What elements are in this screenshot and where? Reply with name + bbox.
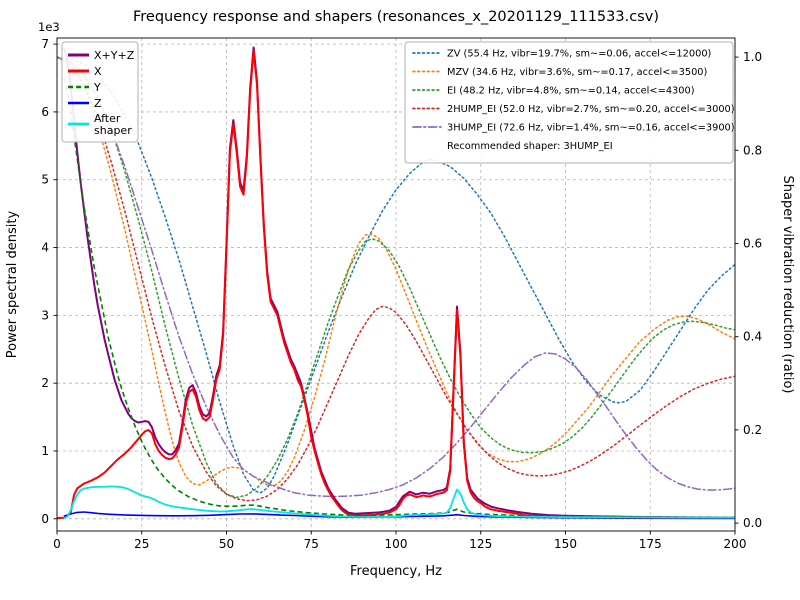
x-tick-label: 125 [469, 537, 492, 551]
x-axis-label: Frequency, Hz [350, 564, 442, 579]
legend-left-label: Z [94, 97, 102, 110]
x-tick-label: 0 [53, 537, 61, 551]
x-tick-label: 50 [219, 537, 234, 551]
legend-left-label: After [94, 112, 121, 125]
series-X-line [57, 49, 735, 520]
y-left-tick-label: 2 [41, 376, 49, 390]
legend-left-label: X [94, 65, 102, 78]
legend-right-box [404, 41, 734, 164]
y-right-tick-label: 1.0 [743, 50, 762, 64]
y-left-offset-label: 1e3 [38, 20, 60, 34]
series-2HUMP_EI-line [57, 56, 735, 502]
y-left-tick-label: 7 [41, 37, 49, 51]
y-right-tick-label: 0.6 [743, 236, 762, 250]
y-left-tick-label: 1 [41, 444, 49, 458]
legend-left-label: Y [93, 81, 101, 94]
y-left-tick-label: 0 [41, 512, 49, 526]
legend-left-label: shaper [94, 124, 132, 137]
y-left-axis-label: Power spectral density [5, 210, 20, 358]
y-right-tick-label: 0.4 [743, 330, 762, 344]
x-tick-label: 175 [639, 537, 662, 551]
chart-title: Frequency response and shapers (resonanc… [133, 9, 659, 25]
series-3HUMP_EI-line [57, 56, 735, 498]
series-ZV-line [57, 56, 735, 494]
y-right-tick-label: 0.8 [743, 143, 762, 157]
x-tick-label: 75 [304, 537, 319, 551]
x-tick-label: 25 [134, 537, 149, 551]
legend-left-label: X+Y+Z [94, 49, 135, 62]
legend-right-label: MZV (34.6 Hz, vibr=3.6%, sm~=0.17, accel… [447, 67, 707, 78]
y-left-tick-label: 3 [41, 308, 49, 322]
y-left-tick-label: 5 [41, 173, 49, 187]
legend-right-label: 3HUMP_EI (72.6 Hz, vibr=1.4%, sm~=0.16, … [447, 123, 735, 134]
legend-right-label: EI (48.2 Hz, vibr=4.8%, sm~=0.14, accel<… [447, 86, 695, 97]
series-Y-line [63, 77, 735, 519]
x-tick-label: 150 [554, 537, 577, 551]
legend-right-label: 2HUMP_EI (52.0 Hz, vibr=2.7%, sm~=0.20, … [447, 104, 735, 115]
series-MZV-line [57, 56, 735, 487]
series-After-shaper-line [63, 485, 735, 519]
legend-recommended-note: Recommended shaper: 3HUMP_EI [447, 141, 613, 152]
x-tick-label: 200 [724, 537, 747, 551]
x-tick-label: 100 [385, 537, 408, 551]
curves [57, 46, 735, 520]
legend-right: ZV (55.4 Hz, vibr=19.7%, sm~=0.06, accel… [404, 41, 735, 164]
legend-left-box [61, 41, 139, 143]
axis-ticks: 0 25 50 75 100 125 150 175 200 0 1 2 3 4 5 6 7 0.0 0.2 0.4 0… [41, 37, 762, 551]
series-EI-line [57, 56, 735, 499]
legend-right-label: ZV (55.4 Hz, vibr=19.7%, sm~=0.06, accel… [447, 49, 711, 60]
series-Z-line [63, 511, 735, 519]
y-right-tick-label: 0.0 [743, 516, 762, 530]
y-right-tick-label: 0.2 [743, 423, 762, 437]
y-left-tick-label: 4 [41, 241, 49, 255]
y-right-axis-label: Shaper vibration reduction (ratio) [780, 176, 795, 394]
y-left-tick-label: 6 [41, 105, 49, 119]
